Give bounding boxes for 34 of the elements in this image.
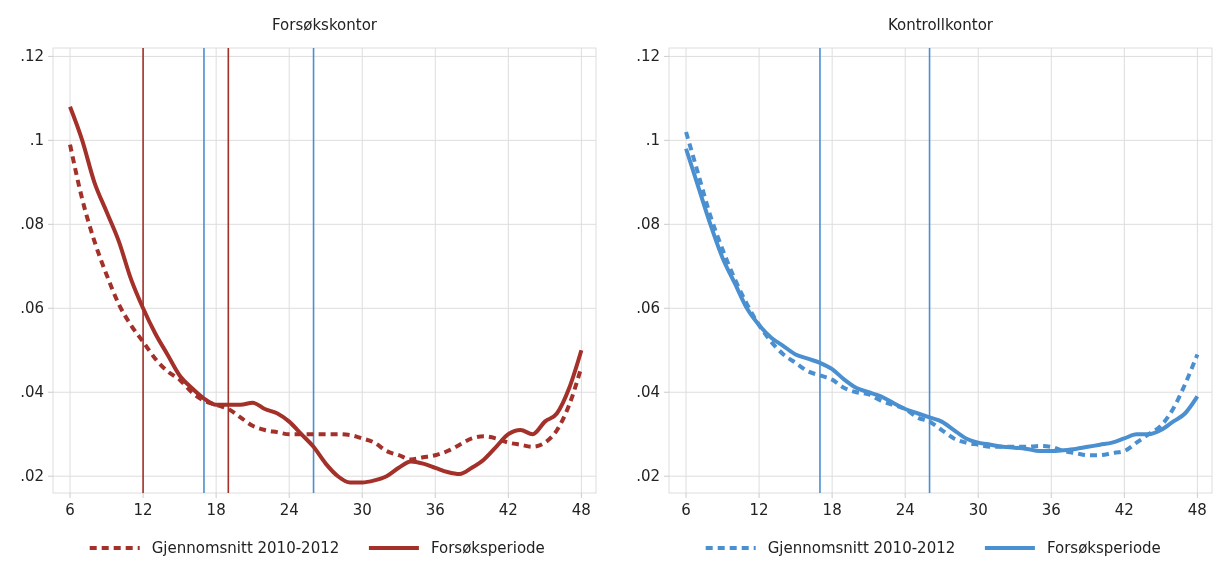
x-tick-label: 30 bbox=[352, 501, 372, 519]
y-tick-label: .1 bbox=[29, 131, 44, 150]
chart-title: Kontrollkontor bbox=[887, 16, 994, 34]
x-tick-label: 36 bbox=[1041, 501, 1061, 519]
x-tick-label: 6 bbox=[681, 501, 691, 519]
legend-label: Forsøksperiode bbox=[430, 539, 545, 557]
x-tick-label: 24 bbox=[279, 501, 299, 519]
chart-title: Forsøkskontor bbox=[272, 16, 378, 34]
legend-label: Forsøksperiode bbox=[1046, 539, 1161, 557]
y-tick-label: .04 bbox=[20, 383, 44, 402]
x-tick-label: 24 bbox=[895, 501, 915, 519]
x-tick-label: 42 bbox=[1114, 501, 1134, 519]
x-tick-label: 48 bbox=[1187, 501, 1207, 519]
x-tick-label: 36 bbox=[425, 501, 445, 519]
y-tick-label: .02 bbox=[20, 467, 44, 486]
y-tick-label: .08 bbox=[20, 215, 44, 234]
y-tick-label: .1 bbox=[645, 131, 660, 150]
x-tick-label: 12 bbox=[749, 501, 769, 519]
y-tick-label: .04 bbox=[636, 383, 660, 402]
x-tick-label: 48 bbox=[571, 501, 591, 519]
x-tick-label: 30 bbox=[968, 501, 988, 519]
y-tick-label: .02 bbox=[636, 467, 660, 486]
legend-label: Gjennomsnitt 2010-2012 bbox=[767, 539, 956, 557]
x-tick-label: 18 bbox=[206, 501, 226, 519]
y-tick-label: .06 bbox=[636, 299, 660, 318]
legend-label: Gjennomsnitt 2010-2012 bbox=[151, 539, 340, 557]
x-tick-label: 18 bbox=[822, 501, 842, 519]
x-tick-label: 12 bbox=[133, 501, 153, 519]
y-tick-label: .06 bbox=[20, 299, 44, 318]
y-tick-label: .12 bbox=[20, 47, 44, 66]
y-tick-label: .12 bbox=[636, 47, 660, 66]
x-tick-label: 6 bbox=[65, 501, 75, 519]
x-tick-label: 42 bbox=[498, 501, 518, 519]
y-tick-label: .08 bbox=[636, 215, 660, 234]
